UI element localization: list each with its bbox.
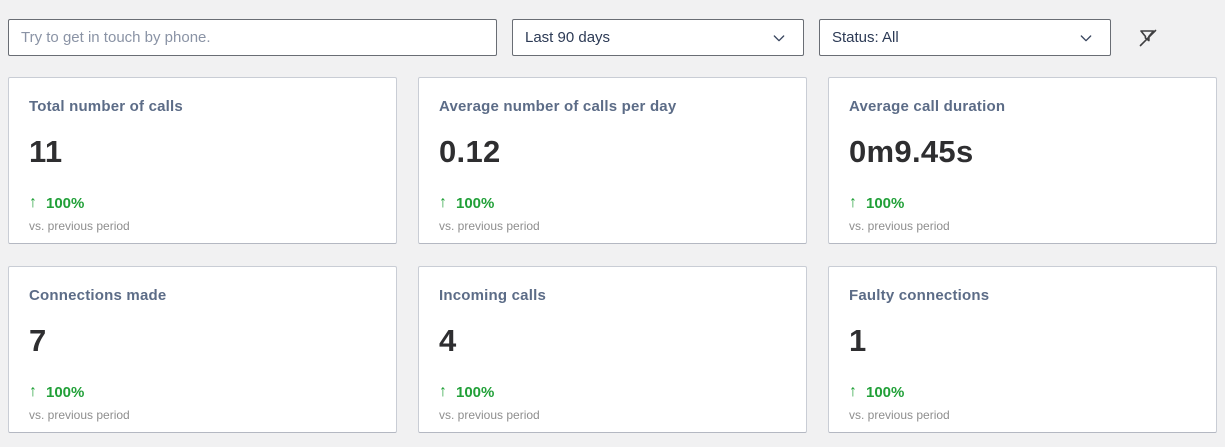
- stat-card-trend: ↑ 100%: [29, 383, 376, 401]
- stat-card-title: Average call duration: [849, 98, 1006, 115]
- stat-card-trend: ↑ 100%: [439, 194, 786, 212]
- trend-percent: 100%: [866, 194, 905, 212]
- trend-up-icon: ↑: [849, 194, 857, 211]
- stat-card-title: Incoming calls: [439, 287, 546, 304]
- clear-filters-button[interactable]: [1131, 21, 1165, 55]
- stat-card-value: 7: [29, 323, 47, 358]
- stat-card-value: 0m9.45s: [849, 134, 974, 169]
- stat-card-avg-calls-per-day: Average number of calls per day 0.12 ↑ 1…: [418, 77, 807, 244]
- trend-up-icon: ↑: [439, 383, 447, 400]
- trend-up-icon: ↑: [849, 383, 857, 400]
- trend-percent: 100%: [866, 383, 905, 401]
- stat-card-trend: ↑ 100%: [849, 383, 1196, 401]
- stat-card-incoming-calls: Incoming calls 4 ↑ 100% vs. previous per…: [418, 266, 807, 433]
- stat-card-title: Average number of calls per day: [439, 98, 677, 115]
- stat-card-total-calls: Total number of calls 11 ↑ 100% vs. prev…: [8, 77, 397, 244]
- stat-card-title: Connections made: [29, 287, 167, 304]
- trend-up-icon: ↑: [439, 194, 447, 211]
- stat-card-comparison: vs. previous period: [439, 408, 540, 422]
- trend-percent: 100%: [456, 194, 495, 212]
- filter-bar: Last 90 days Status: All: [8, 19, 1217, 56]
- stat-card-title: Faulty connections: [849, 287, 990, 304]
- stat-card-comparison: vs. previous period: [29, 219, 130, 233]
- stat-card-value: 4: [439, 323, 457, 358]
- stat-card-comparison: vs. previous period: [439, 219, 540, 233]
- stat-card-value: 11: [29, 134, 63, 169]
- stat-card-trend: ↑ 100%: [849, 194, 1196, 212]
- trend-percent: 100%: [456, 383, 495, 401]
- date-range-value: Last 90 days: [525, 29, 611, 46]
- trend-up-icon: ↑: [29, 194, 37, 211]
- trend-up-icon: ↑: [29, 383, 37, 400]
- stat-card-value: 0.12: [439, 134, 501, 169]
- status-value: Status: All: [832, 29, 899, 46]
- phone-search-input[interactable]: [8, 19, 497, 56]
- stat-card-trend: ↑ 100%: [439, 383, 786, 401]
- filter-clear-icon: [1139, 29, 1157, 46]
- stat-card-trend: ↑ 100%: [29, 194, 376, 212]
- date-range-select[interactable]: Last 90 days: [512, 19, 804, 56]
- chevron-down-icon: [773, 34, 785, 41]
- stat-card-value: 1: [849, 323, 867, 358]
- chevron-down-icon: [1080, 34, 1092, 41]
- stat-card-comparison: vs. previous period: [849, 408, 950, 422]
- trend-percent: 100%: [46, 383, 85, 401]
- trend-percent: 100%: [46, 194, 85, 212]
- stats-grid: Total number of calls 11 ↑ 100% vs. prev…: [8, 77, 1217, 433]
- stat-card-comparison: vs. previous period: [849, 219, 950, 233]
- call-stats-dashboard: Last 90 days Status: All Total number of…: [8, 19, 1217, 433]
- stat-card-avg-call-duration: Average call duration 0m9.45s ↑ 100% vs.…: [828, 77, 1217, 244]
- stat-card-title: Total number of calls: [29, 98, 183, 115]
- status-select[interactable]: Status: All: [819, 19, 1111, 56]
- stat-card-faulty-connections: Faulty connections 1 ↑ 100% vs. previous…: [828, 266, 1217, 433]
- stat-card-comparison: vs. previous period: [29, 408, 130, 422]
- stat-card-connections-made: Connections made 7 ↑ 100% vs. previous p…: [8, 266, 397, 433]
